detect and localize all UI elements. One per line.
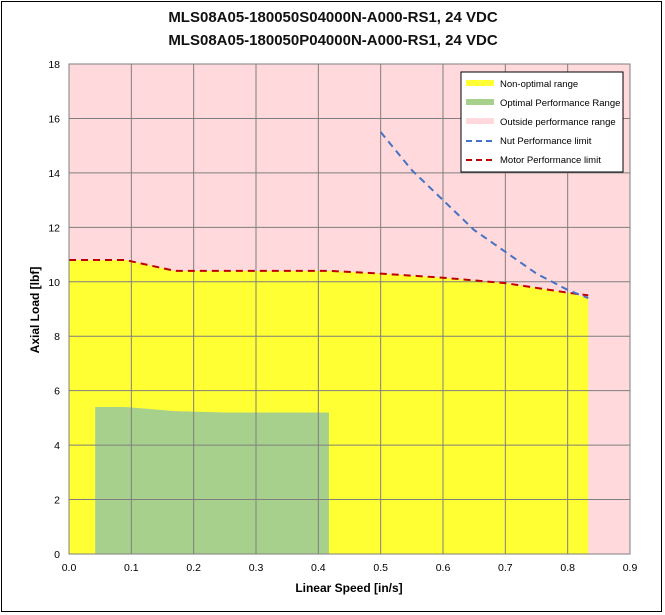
x-tick-label: 0.6 — [436, 562, 451, 574]
y-tick-label: 4 — [54, 440, 60, 452]
legend-swatch-non-optimal — [466, 80, 494, 86]
legend: Non-optimal range Optimal Performance Ra… — [460, 71, 624, 173]
x-tick-label: 0.2 — [186, 562, 201, 574]
y-tick-label: 18 — [48, 59, 60, 71]
y-tick-label: 16 — [48, 113, 60, 125]
x-tick-label: 0.4 — [311, 562, 326, 574]
y-tick-label: 10 — [48, 277, 60, 289]
y-tick-label: 2 — [54, 495, 60, 507]
chart-title-line-2: MLS08A05-180050P04000N-A000-RS1, 24 VDC — [168, 32, 498, 49]
motor-performance-line — [69, 259, 589, 297]
x-tick-label: 0.3 — [249, 562, 264, 574]
x-tick-label: 0.7 — [498, 562, 513, 574]
x-tick-label: 0.5 — [373, 562, 388, 574]
nut-performance-line — [379, 131, 589, 300]
chart-title-line-1: MLS08A05-180050S04000N-A000-RS1, 24 VDC — [168, 9, 498, 26]
legend-label-non-optimal: Non-optimal range — [500, 79, 578, 90]
y-tick-label: 14 — [48, 168, 60, 180]
legend-label-motor-line: Motor Performance limit — [500, 155, 601, 166]
plot-border — [68, 63, 631, 555]
x-tick-label: 0.1 — [124, 562, 139, 574]
x-tick-label: 0.0 — [62, 562, 77, 574]
legend-swatch-outside — [466, 118, 494, 124]
x-axis-label: Linear Speed [in/s] — [295, 581, 402, 595]
legend-label-nut-line: Nut Performance limit — [500, 136, 592, 147]
y-tick-label: 6 — [54, 386, 60, 398]
optimal-area — [95, 407, 329, 554]
y-axis-label: Axial Load [lbf] — [28, 267, 42, 354]
x-tick-label: 0.9 — [623, 562, 638, 574]
x-tick-label: 0.8 — [560, 562, 575, 574]
legend-label-optimal: Optimal Performance Range — [500, 98, 620, 109]
y-tick-label: 12 — [48, 222, 60, 234]
legend-label-outside: Outside performance range — [500, 117, 616, 128]
legend-swatch-optimal — [466, 99, 494, 105]
y-tick-label: 0 — [54, 549, 60, 561]
y-tick-label: 8 — [54, 331, 60, 343]
